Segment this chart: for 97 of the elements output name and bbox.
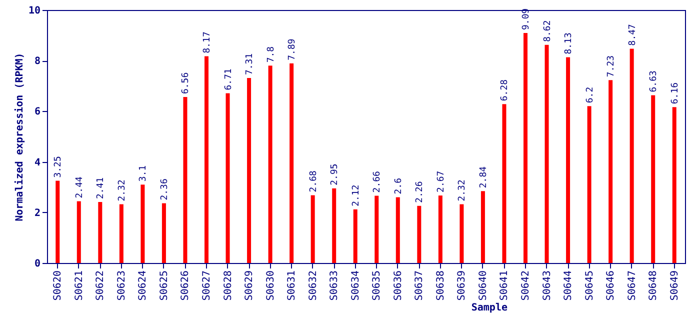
- bar: [98, 202, 102, 263]
- x-tick-label: S0633: [329, 270, 340, 301]
- data-label: 7.8: [266, 46, 276, 63]
- bar: [332, 188, 336, 263]
- bar: [651, 95, 656, 263]
- data-label: 2.32: [458, 180, 468, 202]
- bar: [119, 204, 124, 263]
- data-label: 2.66: [372, 171, 383, 193]
- x-tick-label: S0647: [626, 270, 638, 301]
- data-label: 2.41: [96, 177, 106, 200]
- bar: [290, 63, 294, 263]
- data-label: 3.1: [138, 165, 149, 182]
- y-tick-label: 6: [34, 106, 40, 118]
- x-tick-label: S0620: [52, 270, 64, 301]
- bar: [417, 206, 422, 263]
- data-label: 8.62: [542, 20, 553, 42]
- x-tick-label: S0645: [584, 270, 596, 301]
- data-label: 2.26: [415, 181, 426, 203]
- bar: [56, 180, 60, 263]
- x-tick-label: S0634: [350, 270, 362, 301]
- bar: [76, 201, 81, 263]
- x-tick-label: S0635: [372, 270, 383, 301]
- y-tick-label: 8: [34, 56, 40, 68]
- bar: [247, 78, 252, 263]
- bar: [268, 66, 272, 263]
- data-label: 8.47: [628, 24, 638, 46]
- data-label: 2.95: [330, 164, 340, 186]
- data-label: 2.84: [478, 166, 489, 188]
- x-tick-label: S0636: [392, 270, 404, 301]
- bar: [438, 195, 442, 263]
- data-label: 2.12: [351, 184, 362, 206]
- bar: [204, 56, 208, 263]
- x-tick-label: S0621: [74, 270, 85, 301]
- bar: [460, 204, 464, 263]
- x-tick-label: S0632: [308, 270, 319, 301]
- data-label: 2.36: [160, 178, 170, 200]
- x-tick-label: S0642: [520, 270, 532, 301]
- bar: [480, 191, 485, 263]
- x-tick-label: S0641: [499, 270, 510, 301]
- bar: [630, 48, 634, 263]
- x-axis-title: Sample: [471, 302, 508, 314]
- x-tick-label: S0646: [606, 270, 617, 301]
- x-tick-label: S0631: [286, 270, 298, 301]
- bar: [226, 93, 230, 263]
- bar: [183, 97, 188, 263]
- bar: [524, 33, 528, 263]
- data-label: 6.2: [585, 86, 596, 104]
- x-tick-label: S0643: [542, 270, 553, 301]
- x-tick-label: S0638: [435, 270, 446, 301]
- bar: [162, 203, 166, 263]
- bar: [396, 197, 400, 263]
- x-tick-label: S0629: [244, 270, 256, 301]
- x-tick-label: S0644: [563, 270, 574, 301]
- data-label: 6.28: [500, 79, 510, 102]
- data-label: 7.23: [606, 55, 617, 78]
- bar: [566, 57, 570, 263]
- bar: [374, 196, 379, 263]
- x-tick-label: S0628: [222, 270, 234, 301]
- bar: [502, 104, 506, 263]
- data-label: 6.71: [224, 68, 234, 90]
- x-tick-label: S0630: [265, 270, 276, 301]
- bar: [672, 107, 676, 263]
- x-tick-label: S0640: [478, 270, 489, 301]
- x-tick-label: S0624: [138, 270, 149, 301]
- x-tick-label: S0637: [414, 270, 426, 301]
- data-label: 2.44: [74, 176, 85, 198]
- x-tick-label: S0627: [202, 270, 212, 301]
- data-label: 2.67: [436, 170, 446, 192]
- x-tick-label: S0648: [648, 270, 660, 301]
- y-tick-label: 0: [34, 258, 40, 270]
- bar: [353, 209, 358, 263]
- data-label: 2.32: [117, 180, 128, 202]
- x-tick-label: S0626: [180, 270, 192, 301]
- data-label: 6.56: [181, 72, 192, 94]
- data-label: 7.89: [288, 38, 298, 60]
- bar: [544, 44, 549, 263]
- bar: [608, 80, 613, 263]
- data-label: 8.13: [564, 32, 574, 54]
- data-label: 3.25: [54, 156, 64, 178]
- x-tick-label: S0622: [95, 270, 106, 301]
- data-label: 6.63: [649, 70, 660, 92]
- bar: [140, 184, 145, 263]
- data-label: 2.6: [394, 178, 404, 194]
- data-label: 7.31: [245, 53, 256, 76]
- x-tick-label: S0649: [669, 270, 680, 301]
- bar: [587, 106, 592, 263]
- data-label: 8.17: [202, 32, 212, 54]
- x-tick-label: S0639: [456, 270, 468, 301]
- y-tick-label: 10: [28, 6, 40, 16]
- bar: [310, 195, 315, 263]
- y-tick-label: 2: [34, 208, 40, 219]
- x-tick-label: S0623: [116, 270, 128, 301]
- y-tick-label: 4: [34, 157, 40, 168]
- y-axis-title: Normalized expression (RPKM): [13, 52, 26, 222]
- data-label: 2.68: [308, 170, 319, 192]
- data-label: 6.16: [670, 82, 680, 104]
- x-tick-label: S0625: [158, 270, 170, 301]
